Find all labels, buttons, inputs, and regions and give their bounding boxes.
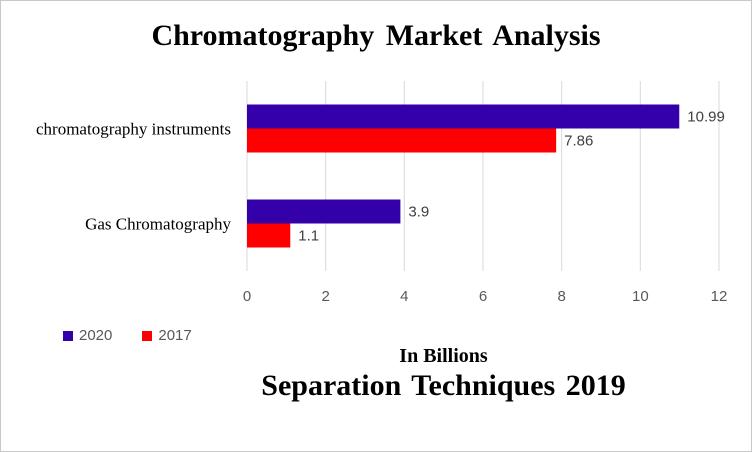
data-label: 7.86 xyxy=(564,133,593,150)
legend-item-2017: 2017 xyxy=(142,327,192,344)
bar-2020-0 xyxy=(247,104,680,129)
data-label: 10.99 xyxy=(687,109,725,126)
category-label: chromatography instruments xyxy=(36,120,231,139)
legend-label-2020: 2020 xyxy=(79,327,113,344)
x-tick-label: 2 xyxy=(321,288,329,305)
bar-2020-1 xyxy=(247,199,401,224)
x-tick-label: 12 xyxy=(711,288,728,305)
bar-2017-0 xyxy=(247,128,557,153)
x-tick-label: 6 xyxy=(479,288,487,305)
data-label: 3.9 xyxy=(408,204,429,221)
category-label: Gas Chromatography xyxy=(85,215,231,234)
legend-swatch-2017 xyxy=(142,330,153,341)
bar-2017-1 xyxy=(247,223,291,248)
chart-title: Chromatography Market Analysis xyxy=(151,19,601,52)
x-tick-label: 4 xyxy=(400,288,408,305)
chart-footnote: Separation Techniques 2019 xyxy=(261,369,626,402)
data-label: 1.1 xyxy=(298,228,319,245)
legend: 2020 2017 xyxy=(63,327,192,344)
x-axis-label: In Billions xyxy=(399,345,488,367)
x-tick-label: 8 xyxy=(557,288,565,305)
legend-item-2020: 2020 xyxy=(63,327,112,344)
x-tick-label: 0 xyxy=(243,288,251,305)
legend-swatch-2020 xyxy=(63,330,73,341)
x-tick-label: 10 xyxy=(632,288,649,305)
legend-label-2017: 2017 xyxy=(158,327,192,344)
